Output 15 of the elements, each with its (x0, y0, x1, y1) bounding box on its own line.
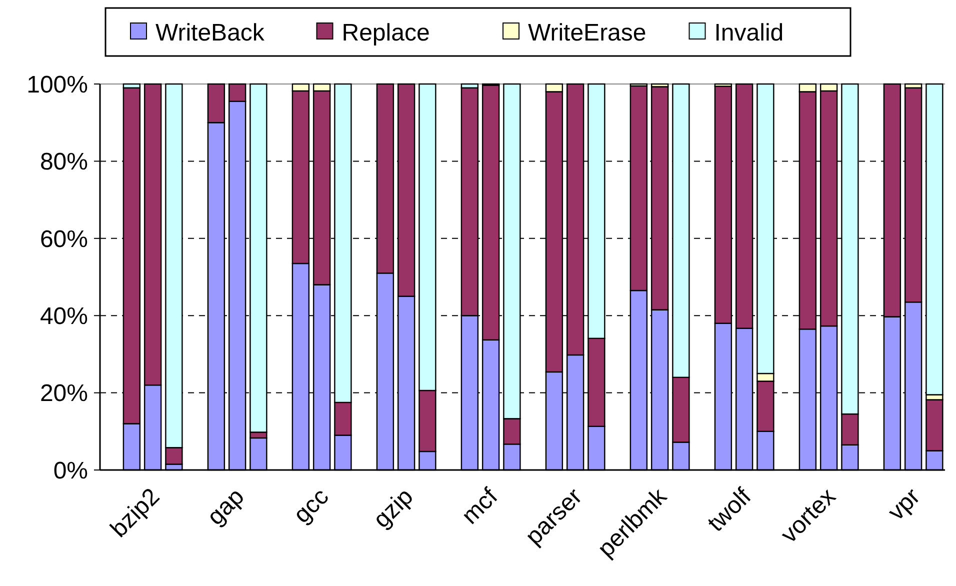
y-tick-label: 100% (26, 71, 88, 98)
y-tick-label: 80% (40, 148, 88, 176)
legend-label: Replace (342, 19, 430, 46)
x-tick-label: vpr (882, 483, 926, 526)
legend-label: WriteBack (156, 19, 266, 46)
y-tick-label: 20% (40, 380, 88, 408)
legend-label: Invalid (714, 19, 784, 46)
x-tick-label: gzip (368, 483, 419, 534)
x-tick-label: gcc (288, 483, 334, 529)
y-tick-label: 0% (53, 457, 88, 484)
y-tick-label: 40% (40, 303, 88, 330)
legend-label: WriteErase (528, 19, 646, 46)
y-tick-label: 60% (40, 226, 88, 253)
x-tick-label: gap (202, 483, 250, 531)
x-tick-label: mcf (456, 482, 504, 530)
